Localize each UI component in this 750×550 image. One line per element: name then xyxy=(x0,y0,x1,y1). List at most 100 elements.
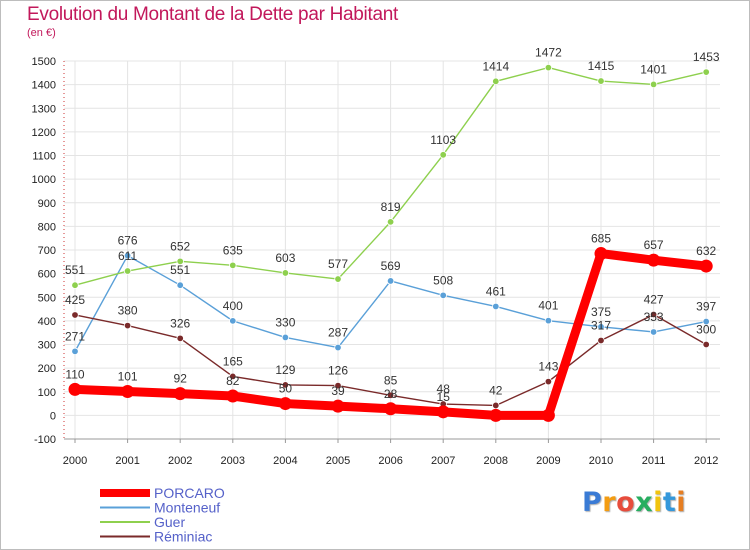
data-point-guer xyxy=(386,218,395,226)
y-tick-label: 900 xyxy=(38,198,56,210)
data-label-porcaro: 685 xyxy=(591,232,611,246)
data-point-r-miniac xyxy=(334,381,342,390)
data-label-r-miniac: 300 xyxy=(696,323,716,337)
data-label-monteneuf: 400 xyxy=(223,299,243,313)
data-point-guer xyxy=(702,68,710,76)
data-point-porcaro xyxy=(278,397,292,411)
data-point-monteneuf xyxy=(597,323,605,331)
x-tick-label: 2005 xyxy=(326,455,350,467)
data-point-porcaro xyxy=(541,408,555,422)
data-label-r-miniac: 48 xyxy=(437,382,451,396)
data-label-porcaro: 15 xyxy=(437,390,451,404)
data-point-porcaro xyxy=(331,399,345,413)
data-label-monteneuf: 401 xyxy=(538,299,558,313)
legend-label-guer: Guer xyxy=(154,514,185,530)
data-point-monteneuf xyxy=(649,328,658,336)
data-point-guer xyxy=(229,261,237,270)
logo-letter: i xyxy=(676,487,687,518)
data-label-guer: 1472 xyxy=(535,46,562,60)
data-point-r-miniac xyxy=(597,336,605,345)
data-label-monteneuf: 287 xyxy=(328,326,348,340)
logo-letter: x xyxy=(635,487,654,518)
data-point-r-miniac xyxy=(123,321,132,330)
data-label-r-miniac: 165 xyxy=(223,354,243,368)
data-label-r-miniac: 42 xyxy=(489,383,503,397)
data-point-porcaro xyxy=(68,382,82,396)
data-point-porcaro xyxy=(121,385,135,399)
data-point-porcaro xyxy=(173,387,187,401)
data-point-guer xyxy=(544,63,553,72)
logo-letter: P xyxy=(582,487,603,518)
x-tick-label: 2010 xyxy=(589,455,613,467)
data-label-monteneuf: 375 xyxy=(591,305,611,319)
data-point-monteneuf xyxy=(123,251,132,260)
y-tick-label: 800 xyxy=(38,221,56,233)
data-point-monteneuf xyxy=(386,277,395,285)
data-label-monteneuf: 461 xyxy=(486,284,506,298)
data-point-guer xyxy=(597,77,605,85)
y-tick-label: -100 xyxy=(34,434,56,446)
data-label-porcaro: 82 xyxy=(226,374,240,388)
x-axis: 2000 2001 2002 2003 2004 2005 2006 2007 2008 2009… xyxy=(63,438,720,467)
data-label-porcaro: 28 xyxy=(384,387,398,401)
data-label-guer: 551 xyxy=(65,263,85,277)
data-point-r-miniac xyxy=(229,372,237,381)
x-tick-label: 2002 xyxy=(168,455,192,467)
data-label-porcaro: 50 xyxy=(279,382,293,396)
data-point-r-miniac xyxy=(544,377,553,386)
data-label-r-miniac: 425 xyxy=(65,293,85,307)
data-label-r-miniac: 317 xyxy=(591,318,611,332)
data-label-monteneuf: 330 xyxy=(275,315,295,329)
data-label-monteneuf: 676 xyxy=(118,234,138,248)
data-point-guer xyxy=(71,281,79,289)
data-point-porcaro xyxy=(384,402,398,416)
data-point-guer xyxy=(281,269,290,277)
data-point-r-miniac xyxy=(71,311,79,319)
data-point-r-miniac xyxy=(386,391,395,399)
data-point-monteneuf xyxy=(439,291,447,300)
data-point-monteneuf xyxy=(702,317,710,326)
y-tick-label: 1400 xyxy=(32,80,56,92)
data-point-porcaro xyxy=(594,247,608,261)
data-label-monteneuf: 569 xyxy=(381,259,401,273)
y-tick-label: 0 xyxy=(50,410,56,422)
data-label-porcaro: 39 xyxy=(331,384,345,398)
legend-label-porcaro: PORCARO xyxy=(154,485,225,501)
chart-title: Evolution du Montant de la Dette par Hab… xyxy=(27,4,398,25)
data-point-porcaro xyxy=(436,405,450,419)
data-label-guer: 1415 xyxy=(588,59,615,73)
data-labels: 110 101 92 82 50 39 28 15 685 657 632 271 676 551 400 3… xyxy=(65,46,720,404)
data-point-monteneuf xyxy=(229,317,237,325)
y-tick-label: 1300 xyxy=(32,103,56,115)
logo-letter: t xyxy=(662,487,677,518)
data-label-guer: 611 xyxy=(118,249,137,263)
data-point-r-miniac xyxy=(281,381,290,389)
data-label-r-miniac: 129 xyxy=(275,363,295,377)
x-tick-label: 2008 xyxy=(484,455,508,467)
data-point-monteneuf xyxy=(71,347,79,356)
data-label-guer: 819 xyxy=(381,200,401,214)
data-label-monteneuf: 271 xyxy=(65,329,85,343)
x-tick-label: 2011 xyxy=(642,455,666,467)
data-point-monteneuf xyxy=(334,343,342,352)
data-label-porcaro: 101 xyxy=(118,370,138,384)
y-tick-label: 100 xyxy=(38,387,56,399)
logo-letter: i xyxy=(653,487,663,518)
data-point-porcaro xyxy=(226,389,240,403)
data-point-guer xyxy=(492,77,500,86)
data-label-guer: 652 xyxy=(170,239,190,253)
data-label-monteneuf: 353 xyxy=(644,310,664,324)
y-tick-label: 1500 xyxy=(32,56,56,68)
data-label-guer: 603 xyxy=(275,251,295,265)
x-tick-label: 2009 xyxy=(536,455,560,467)
y-tick-label: 1100 xyxy=(32,151,56,163)
data-point-guer xyxy=(176,257,184,266)
data-label-porcaro: 657 xyxy=(644,238,664,252)
data-label-guer: 577 xyxy=(328,257,348,271)
x-tick-label: 2007 xyxy=(431,455,455,467)
data-point-guer xyxy=(334,275,342,283)
data-point-r-miniac xyxy=(492,401,500,410)
